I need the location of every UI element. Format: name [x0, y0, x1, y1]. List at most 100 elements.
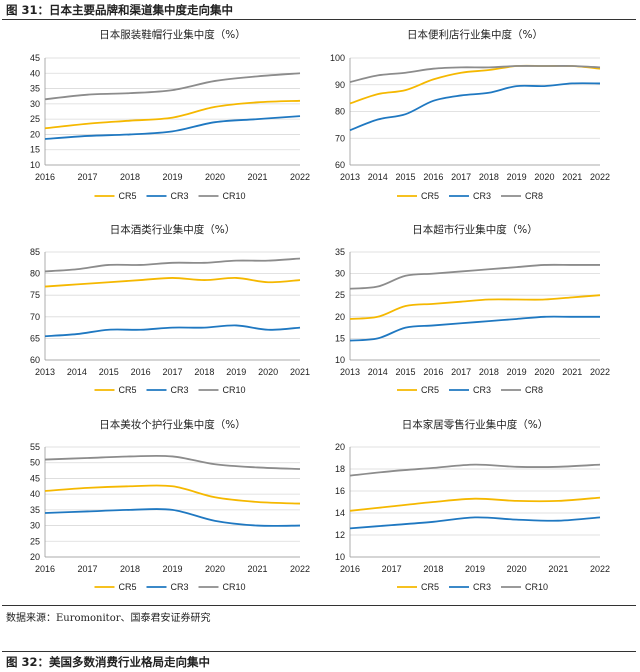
chart-1-x-tick: 2015 — [396, 172, 416, 182]
chart-4-y-tick: 45 — [30, 473, 40, 483]
chart-1-x-tick: 2013 — [340, 172, 360, 182]
chart-3-x-tick: 2013 — [340, 367, 360, 377]
chart-2-legend-label-cr3: CR3 — [171, 385, 189, 395]
chart-0-series-cr5-line — [44, 99, 301, 130]
chart-4-y-tick: 30 — [30, 521, 40, 531]
chart-0-y-tick: 15 — [30, 145, 40, 155]
chart-2-x-tick: 2020 — [258, 367, 278, 377]
chart-0-series-cr10-line — [44, 72, 301, 101]
chart-1-y-tick: 60 — [335, 160, 345, 170]
chart-3-x-tick: 2017 — [451, 367, 471, 377]
chart-2-y-tick: 80 — [30, 269, 40, 279]
chart-3-legend-label-cr8: CR8 — [525, 385, 543, 395]
chart-3-x-tick: 2021 — [562, 367, 582, 377]
chart-4-legend-label-cr10: CR10 — [223, 582, 246, 592]
chart-0-x-tick: 2022 — [290, 172, 310, 182]
chart-5-legend-label-cr5: CR5 — [421, 582, 439, 592]
chart-5-y-tick: 16 — [335, 486, 345, 496]
chart-4-x-tick: 2016 — [35, 564, 55, 574]
chart-4-series-cr3-line — [44, 508, 301, 527]
chart-2-y-tick: 60 — [30, 355, 40, 365]
chart-5-y-tick: 20 — [335, 442, 345, 452]
chart-1-legend-label-cr3: CR3 — [473, 191, 491, 201]
chart-0-y-tick: 45 — [30, 53, 40, 63]
top-rule — [2, 19, 636, 20]
chart-2-y-tick: 85 — [30, 247, 40, 257]
chart-1-x-tick: 2020 — [534, 172, 554, 182]
chart-3-x-tick: 2018 — [479, 367, 499, 377]
chart-4-series-cr10-line — [44, 454, 301, 470]
chart-4-x-tick: 2019 — [162, 564, 182, 574]
chart-3-y-tick: 25 — [335, 290, 345, 300]
chart-3-y-tick: 10 — [335, 355, 345, 365]
chart-3-series-cr5-line — [349, 294, 601, 320]
source-rule — [2, 605, 636, 606]
chart-2-y-tick: 65 — [30, 333, 40, 343]
chart-5-y-tick: 10 — [335, 552, 345, 562]
chart-3-x-tick: 2016 — [423, 367, 443, 377]
chart-2-y-tick: 70 — [30, 312, 40, 322]
chart-0-y-tick: 40 — [30, 68, 40, 78]
chart-4-x-tick: 2020 — [205, 564, 225, 574]
chart-0-title: 日本服装鞋帽行业集中度（%） — [99, 28, 245, 41]
chart-1-y-tick: 90 — [335, 80, 345, 90]
chart-1-legend-label-cr8: CR8 — [525, 191, 543, 201]
chart-0-legend-label-cr10: CR10 — [223, 191, 246, 201]
chart-3-x-tick: 2020 — [534, 367, 554, 377]
chart-4-title: 日本美妆个护行业集中度（%） — [99, 418, 245, 431]
chart-0-x-tick: 2016 — [35, 172, 55, 182]
chart-5-x-tick: 2018 — [423, 564, 443, 574]
chart-2-legend-label-cr10: CR10 — [223, 385, 246, 395]
chart-2-x-tick: 2017 — [162, 367, 182, 377]
chart-3-legend-label-cr3: CR3 — [473, 385, 491, 395]
chart-0-x-tick: 2019 — [162, 172, 182, 182]
chart-0-legend-label-cr5: CR5 — [119, 191, 137, 201]
chart-1-series-cr8-line — [349, 65, 601, 83]
chart-0-x-tick: 2020 — [205, 172, 225, 182]
chart-5-x-tick: 2020 — [507, 564, 527, 574]
chart-5-y-tick: 18 — [335, 464, 345, 474]
chart-1-x-tick: 2017 — [451, 172, 471, 182]
chart-4-legend-label-cr3: CR3 — [171, 582, 189, 592]
chart-4-x-tick: 2021 — [247, 564, 267, 574]
chart-3-y-tick: 20 — [335, 312, 345, 322]
chart-1-y-tick: 80 — [335, 107, 345, 117]
chart-0-y-tick: 35 — [30, 84, 40, 94]
chart-2-x-tick: 2014 — [67, 367, 87, 377]
chart-3-series-cr3-line — [349, 315, 600, 342]
chart-5-series-cr5-line — [349, 496, 601, 512]
chart-5-x-tick: 2022 — [590, 564, 610, 574]
chart-1-legend-label-cr5: CR5 — [421, 191, 439, 201]
chart-3-y-tick: 30 — [335, 269, 345, 279]
chart-2-x-tick: 2015 — [99, 367, 119, 377]
chart-0-y-tick: 10 — [30, 160, 40, 170]
chart-1-title: 日本便利店行业集中度（%） — [407, 28, 543, 41]
chart-3-legend-label-cr5: CR5 — [421, 385, 439, 395]
chart-0-legend-label-cr3: CR3 — [171, 191, 189, 201]
source-note: 数据来源：Euromonitor、国泰君安证券研究 — [6, 613, 211, 624]
figure-title: 图 31：日本主要品牌和渠道集中度走向集中 — [6, 3, 234, 17]
chart-5-legend-label-cr10: CR10 — [525, 582, 548, 592]
chart-3-y-tick: 15 — [335, 333, 345, 343]
chart-4-legend-label-cr5: CR5 — [119, 582, 137, 592]
chart-0-y-tick: 25 — [30, 114, 40, 124]
chart-3-title: 日本超市行业集中度（%） — [412, 223, 537, 236]
chart-4-y-tick: 55 — [30, 442, 40, 452]
chart-5-x-tick: 2019 — [465, 564, 485, 574]
chart-5-y-tick: 12 — [335, 530, 345, 540]
chart-0-series-cr3-line — [44, 115, 301, 140]
chart-5-y-tick: 14 — [335, 508, 345, 518]
chart-4-x-tick: 2022 — [290, 564, 310, 574]
chart-2-x-tick: 2021 — [290, 367, 310, 377]
chart-5-x-tick: 2021 — [548, 564, 568, 574]
chart-4-y-tick: 50 — [30, 458, 40, 468]
chart-1-y-tick: 70 — [335, 133, 345, 143]
chart-4-y-tick: 40 — [30, 489, 40, 499]
chart-5-x-tick: 2016 — [340, 564, 360, 574]
chart-2-x-tick: 2016 — [131, 367, 151, 377]
chart-4-x-tick: 2018 — [120, 564, 140, 574]
chart-1-y-tick: 100 — [330, 53, 345, 63]
chart-2-x-tick: 2018 — [194, 367, 214, 377]
next-figure-title: 图 32：美国多数消费行业格局走向集中 — [6, 655, 211, 669]
